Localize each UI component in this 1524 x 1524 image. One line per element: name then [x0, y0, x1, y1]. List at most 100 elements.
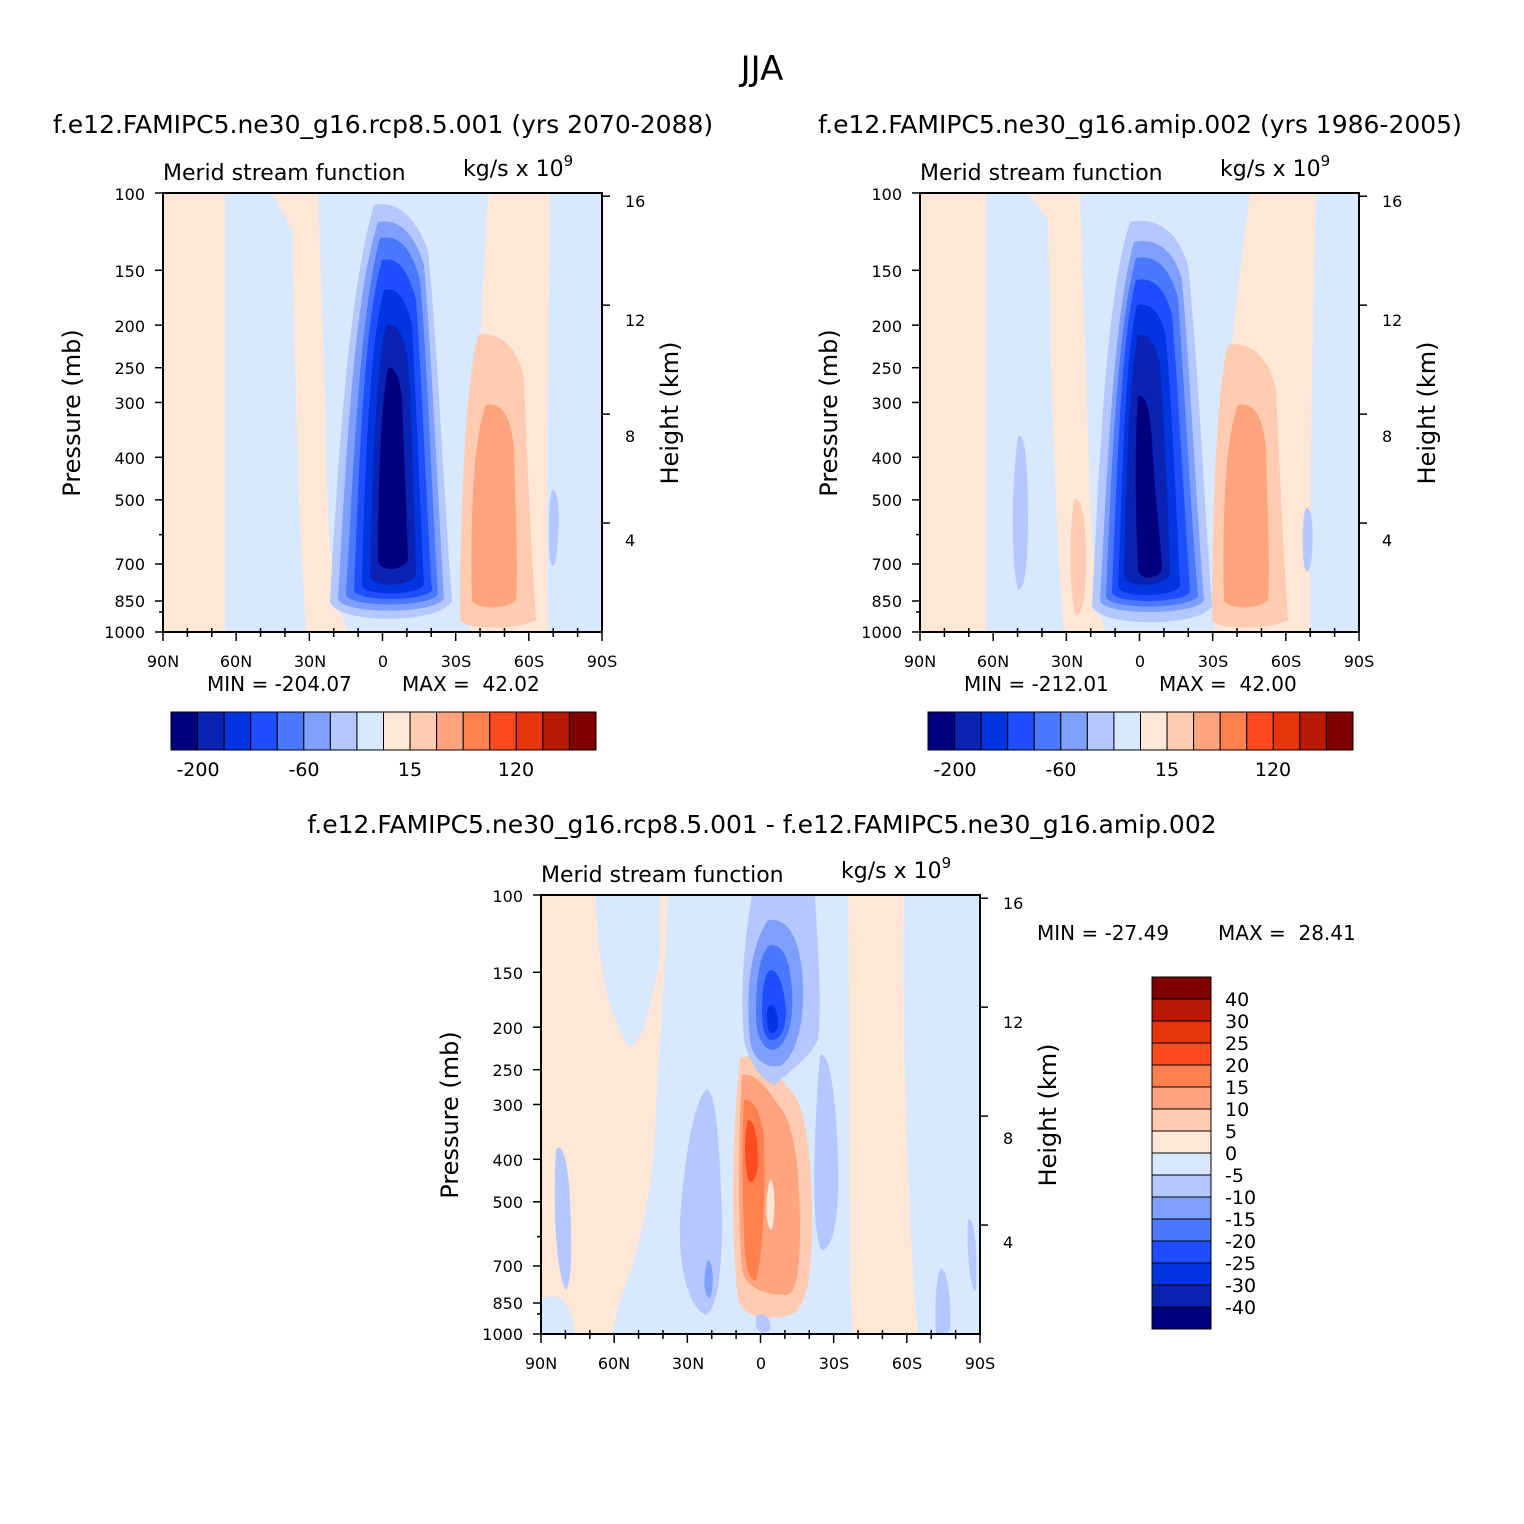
colorbar-swatch	[1219, 711, 1248, 751]
y-tick-label: 500	[492, 1193, 523, 1212]
colorbar-swatch	[356, 711, 384, 751]
colorbar-label: -20	[1225, 1231, 1256, 1253]
colorbar-label: 15	[1225, 1077, 1249, 1099]
colorbar-swatch	[462, 711, 491, 751]
colorbar-swatch	[927, 711, 956, 751]
contour-fill	[1070, 499, 1086, 615]
colorbar-label: 15	[1155, 759, 1179, 781]
colorbar	[1151, 976, 1212, 1330]
colorbar-swatch	[1151, 1064, 1212, 1088]
units-label: kg/s x 109	[1220, 152, 1330, 182]
min-label: MIN = -204.07	[207, 672, 352, 696]
panel-title: f.e12.FAMIPC5.ne30_g16.rcp8.5.001 - f.e1…	[307, 810, 1216, 839]
contour-fill	[163, 193, 225, 632]
y-tick-label: 300	[114, 394, 145, 413]
y-tick-label: 200	[492, 1019, 523, 1038]
x-tick-label: 60N	[220, 652, 252, 671]
y2-axis-ticks: 16 12 8 4	[1382, 192, 1402, 550]
y-axis-label: Pressure (mb)	[436, 1031, 464, 1198]
y-tick-label: 850	[492, 1294, 523, 1313]
colorbar-swatch	[1325, 711, 1354, 751]
y-tick-label: 250	[114, 359, 145, 378]
colorbar	[927, 711, 1354, 751]
contour-fill	[967, 1219, 977, 1291]
y-tick-label: 700	[871, 555, 902, 574]
x-tick-label: 60N	[598, 1354, 630, 1373]
x-tick-label: 0	[756, 1354, 766, 1373]
contour-fill	[1012, 435, 1028, 590]
x-tick-label: 30S	[819, 1354, 850, 1373]
y-axis-ticks: 100 150 200 250 300 400 500 700 850 1000	[482, 887, 523, 1344]
colorbar-swatch	[1151, 998, 1212, 1022]
y2-tick-label: 16	[1003, 894, 1023, 913]
y2-tick-label: 12	[1003, 1013, 1023, 1032]
colorbar	[170, 711, 597, 751]
y-axis-label: Pressure (mb)	[815, 329, 843, 496]
colorbar-swatch	[383, 711, 411, 751]
colorbar-label: -40	[1225, 1297, 1256, 1319]
colorbar-swatch	[1299, 711, 1327, 751]
x-tick-label: 30S	[441, 652, 472, 671]
y-tick-label: 100	[114, 185, 145, 204]
colorbar-swatch	[170, 711, 199, 751]
y2-axis-label: Height (km)	[1413, 342, 1441, 485]
x-tick-label: 0	[378, 652, 388, 671]
colorbar-swatch	[980, 711, 1009, 751]
contour-fill	[935, 1268, 951, 1334]
colorbar-swatch	[303, 711, 331, 751]
contour-fill	[766, 1180, 775, 1230]
y2-tick-label: 4	[625, 531, 635, 550]
x-axis-ticks: 90N 60N 30N 0 30S 60S 90S	[147, 652, 617, 671]
colorbar-swatch	[1151, 1218, 1212, 1242]
x-axis-ticks: 90N 60N 30N 0 30S 60S 90S	[904, 652, 1374, 671]
y-tick-label: 400	[114, 449, 145, 468]
y-tick-label: 1000	[482, 1325, 523, 1344]
y-tick-label: 100	[871, 185, 902, 204]
y2-tick-label: 16	[1382, 192, 1402, 211]
colorbar-swatch	[1151, 1262, 1212, 1286]
y-tick-label: 100	[492, 887, 523, 906]
colorbar-swatch	[1151, 1306, 1212, 1330]
x-tick-label: 90S	[965, 1354, 996, 1373]
min-label: MIN = -27.49	[1037, 921, 1169, 945]
x-tick-label: 30N	[1051, 652, 1083, 671]
colorbar-swatch	[1151, 976, 1212, 1000]
colorbar-swatch	[1151, 1086, 1212, 1110]
panel-rcp85: f.e12.FAMIPC5.ne30_g16.rcp8.5.001 (yrs 2…	[53, 110, 713, 781]
y-axis-ticks: 100 150 200 250 300 400 500 700 850 1000	[104, 185, 145, 642]
contour-fill	[920, 193, 986, 632]
colorbar-swatch	[954, 711, 982, 751]
heatmap-field	[920, 193, 1359, 632]
colorbar-label: -15	[1225, 1209, 1256, 1231]
colorbar-swatch	[1151, 1108, 1212, 1132]
colorbar-label: -200	[176, 759, 219, 781]
colorbar-label: -30	[1225, 1275, 1256, 1297]
colorbar-swatch	[1151, 1240, 1212, 1264]
colorbar-label: -200	[933, 759, 976, 781]
y-tick-label: 1000	[104, 623, 145, 642]
colorbar-label: 5	[1225, 1121, 1237, 1143]
colorbar-swatch	[276, 711, 305, 751]
colorbar-swatch	[223, 711, 252, 751]
colorbar-label: 20	[1225, 1055, 1249, 1077]
units-label: kg/s x 109	[463, 152, 573, 182]
y2-tick-label: 12	[625, 311, 645, 330]
y-tick-label: 250	[871, 359, 902, 378]
y-tick-label: 150	[492, 964, 523, 983]
max-label: MAX = 28.41	[1218, 921, 1356, 945]
x-tick-label: 30N	[672, 1354, 704, 1373]
y2-tick-label: 4	[1003, 1233, 1013, 1252]
y-tick-label: 400	[492, 1151, 523, 1170]
colorbar-swatch	[1272, 711, 1301, 751]
y-tick-label: 250	[492, 1061, 523, 1080]
max-label: MAX = 42.00	[1159, 672, 1297, 696]
y2-axis-label: Height (km)	[656, 342, 684, 485]
y-tick-label: 1000	[861, 623, 902, 642]
colorbar-label: 120	[498, 759, 534, 781]
y-tick-label: 200	[871, 317, 902, 336]
colorbar-swatch	[1140, 711, 1168, 751]
x-tick-label: 90N	[525, 1354, 557, 1373]
contour-fill	[548, 489, 559, 566]
